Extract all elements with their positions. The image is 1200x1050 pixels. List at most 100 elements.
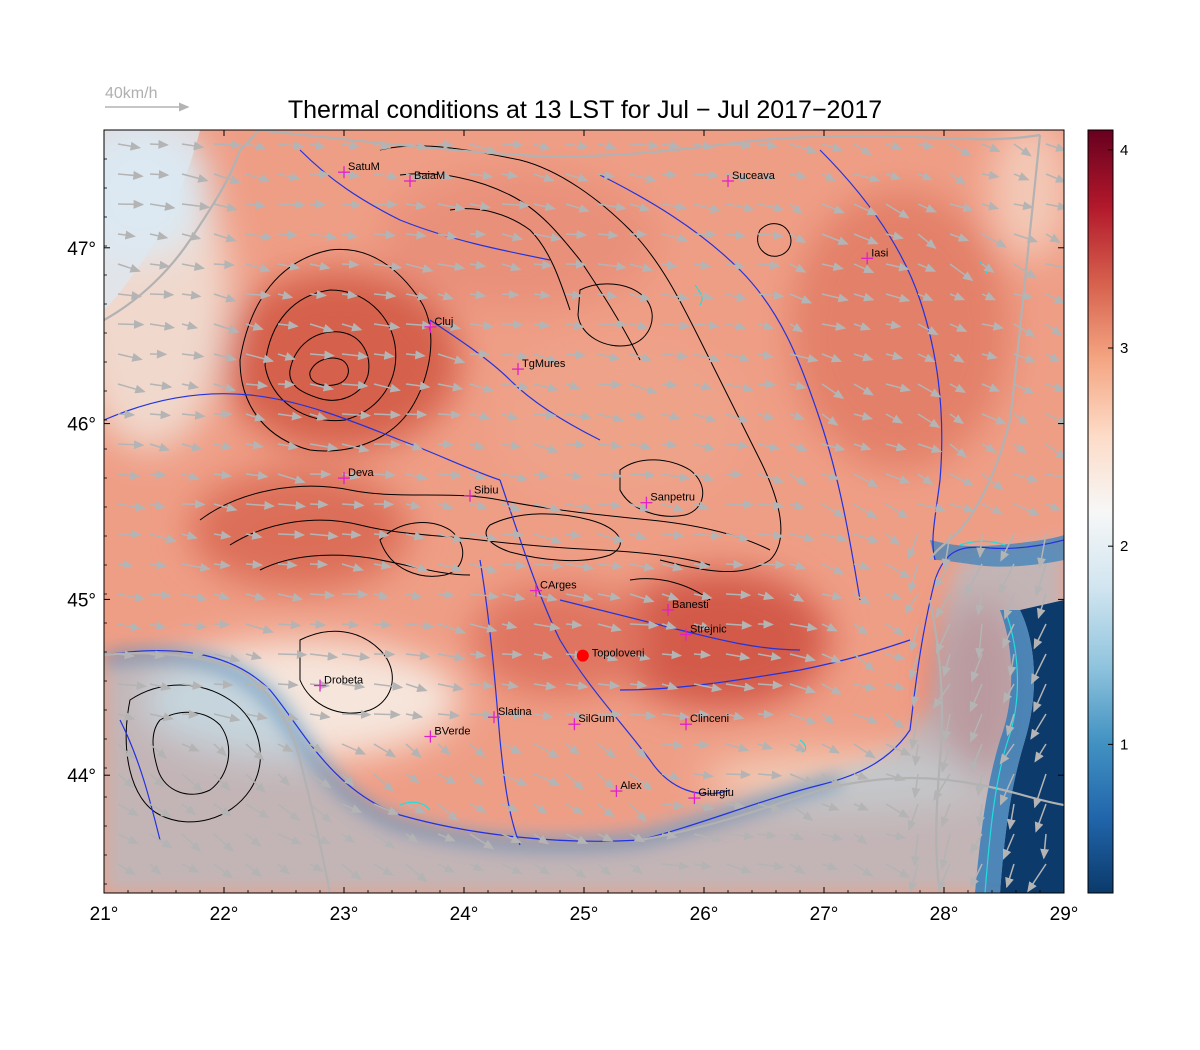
- wind-arrow: [501, 473, 529, 482]
- map-plot-area: SatuM BaiaM Suceava Iasi Cluj TgMures Deva Sibi…: [104, 130, 1064, 893]
- wind-arrow: [181, 593, 208, 602]
- wind-arrow: [117, 529, 142, 539]
- wind-arrow: [213, 591, 230, 601]
- wind-arrow: [213, 140, 242, 150]
- wind-arrow: [565, 411, 593, 421]
- wind-arrow: [821, 683, 843, 695]
- wind-arrow: [789, 653, 816, 663]
- wind-arrow: [949, 323, 968, 332]
- wind-arrow: [309, 350, 335, 360]
- station-silgum: SilGum: [568, 713, 614, 731]
- station-tgmures: TgMures: [512, 358, 566, 376]
- wind-arrow: [853, 233, 879, 245]
- wind-arrow: [437, 353, 466, 364]
- wind-arrow: [976, 803, 985, 828]
- wind-arrow: [1045, 233, 1061, 243]
- wind-arrow: [1013, 233, 1039, 243]
- wind-arrow: [789, 203, 803, 215]
- wind-arrow: [693, 739, 711, 749]
- wind-arrow: [821, 533, 848, 543]
- wind-arrow: [757, 321, 775, 331]
- wind-arrow: [245, 412, 266, 422]
- wind-arrow: [277, 649, 308, 659]
- wind-arrow: [629, 202, 651, 212]
- wind-arrow: [629, 593, 655, 603]
- wind-arrow: [885, 803, 910, 819]
- wind-arrow: [1034, 563, 1047, 597]
- wind-arrow: [821, 322, 847, 331]
- wind-arrow: [661, 440, 679, 450]
- wind-arrow: [533, 410, 557, 420]
- wind-arrow: [341, 743, 367, 755]
- wind-arrow: [245, 141, 267, 151]
- wind-arrow: [373, 141, 392, 151]
- station-alex: Alex: [610, 780, 642, 798]
- wind-arrow: [373, 439, 402, 449]
- wind-arrow: [757, 412, 776, 421]
- wind-arrow: [597, 561, 624, 571]
- wind-arrow: [341, 803, 363, 813]
- wind-arrow: [885, 351, 904, 361]
- wind-arrow: [949, 263, 974, 282]
- wind-arrow: [533, 561, 564, 571]
- wind-arrow: [373, 620, 393, 630]
- wind-arrow: [1033, 773, 1047, 809]
- wind-arrow: [117, 681, 148, 691]
- wind-arrow: [789, 353, 819, 363]
- wind-arrow: [501, 441, 522, 450]
- wind-arrow: [245, 773, 266, 794]
- wind-arrow: [629, 743, 648, 759]
- wind-arrow: [693, 770, 714, 780]
- wind-arrow: [885, 320, 902, 330]
- wind-arrow: [821, 383, 845, 400]
- wind-arrow: [917, 473, 934, 486]
- wind-arrow: [373, 591, 390, 600]
- wind-arrow: [501, 289, 520, 299]
- wind-arrow: [501, 232, 524, 242]
- wind-arrow: [885, 682, 906, 691]
- lat-tick-label: 46°: [67, 415, 96, 436]
- wind-arrow: [245, 623, 274, 634]
- wind-arrow: [1033, 683, 1047, 713]
- wind-arrow: [309, 199, 327, 209]
- wind-arrow: [405, 381, 431, 391]
- wind-arrow: [277, 620, 302, 630]
- wind-arrow: [149, 650, 166, 660]
- wind-arrow: [245, 592, 266, 601]
- station-label: Clinceni: [690, 713, 729, 725]
- colorbar-tick-label: 3: [1120, 340, 1128, 357]
- wind-arrow: [661, 321, 691, 331]
- wind-arrow: [213, 680, 234, 689]
- wind-arrow: [277, 290, 294, 300]
- wind-arrow: [661, 771, 681, 781]
- wind-arrow: [149, 139, 169, 149]
- wind-arrow: [245, 803, 270, 819]
- wind-arrow: [181, 562, 211, 572]
- wind-arrow: [405, 710, 424, 720]
- wind-arrow: [917, 503, 947, 513]
- wind-arrow: [181, 773, 204, 793]
- wind-arrow: [437, 262, 466, 272]
- colorbar-tick-label: 1: [1120, 736, 1128, 753]
- wind-arrow: [437, 803, 459, 822]
- wind-arrow: [949, 413, 965, 425]
- wind-arrow: [911, 773, 921, 799]
- wind-arrow: [117, 711, 136, 721]
- wind-arrow: [757, 260, 781, 270]
- wind-arrow: [373, 833, 396, 849]
- wind-arrow: [533, 142, 552, 151]
- station-bverde: BVerde: [424, 726, 470, 743]
- wind-arrow: [629, 652, 651, 661]
- wind-arrow: [789, 533, 816, 542]
- wind-arrow: [501, 803, 519, 812]
- wind-arrow: [437, 743, 451, 756]
- wind-arrow: [437, 439, 454, 449]
- wind-arrow: [853, 503, 878, 519]
- wind-arrow: [725, 292, 748, 302]
- wind-arrow: [245, 440, 264, 450]
- black-sea: [1000, 600, 1064, 893]
- wind-arrow: [501, 170, 519, 180]
- wind-arrow: [341, 443, 370, 453]
- wind-arrow: [501, 863, 523, 874]
- wind-arrow: [941, 533, 951, 570]
